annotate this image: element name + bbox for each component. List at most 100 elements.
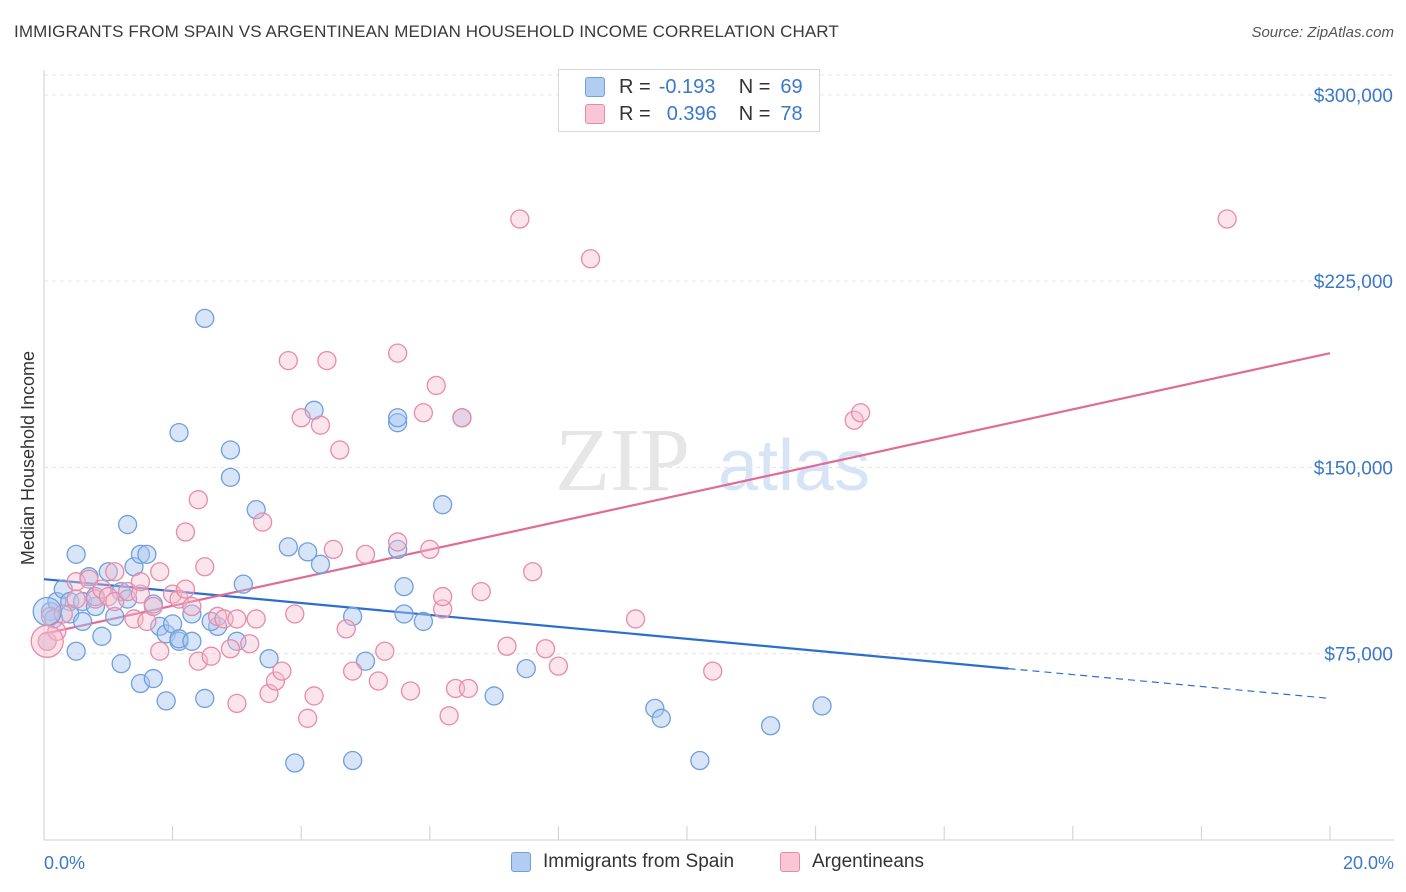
trend-lines [43,352,1331,700]
point-argentineans [182,596,202,617]
point-argentineans [98,586,118,607]
point-argentineans [310,415,331,435]
point-spain [195,308,215,329]
point-argentineans [844,410,864,430]
point-argentineans [195,557,215,577]
point-argentineans [252,512,273,532]
point-argentineans-cluster [30,624,64,658]
legend-swatch-blue [511,852,531,872]
point-spain [195,688,215,709]
point-argentineans [420,539,440,560]
watermark: ZIP atlas [555,411,870,510]
legend-label: Immigrants from Spain [543,851,735,872]
point-argentineans [1217,209,1237,229]
point-argentineans [105,562,125,582]
point-spain [285,753,305,773]
point-argentineans [426,375,446,396]
point-argentineans [375,641,395,661]
point-spain-cluster [32,596,62,627]
point-spain [690,750,710,771]
y-axis-label: Median Household Income [18,351,38,565]
point-argentineans [336,619,356,639]
r-value: 0.396 [666,102,717,125]
point-spain [413,611,434,632]
point-argentineans [342,661,363,681]
n-value: 78 [780,102,803,125]
x-tick-label-min: 0.0% [44,853,85,873]
point-argentineans [278,350,298,371]
point-argentineans [330,440,350,460]
point-spain [387,408,408,428]
point-argentineans [387,532,408,552]
point-spain [66,544,86,565]
point-argentineans [220,639,241,659]
trend-line-argentineans [43,352,1331,635]
point-argentineans [227,609,247,629]
legend-label: Argentineans [812,851,924,872]
r-value: -0.193 [658,75,716,98]
point-argentineans [150,641,170,661]
y-tick-label: $75,000 [1324,645,1393,666]
point-argentineans [387,343,408,363]
point-spain [156,691,176,711]
point-spain [484,686,504,706]
point-argentineans [452,408,472,428]
point-spain [98,562,118,582]
point-spain [182,604,202,624]
y-tick-labels: $75,000 $150,000 $225,000 $300,000 [1314,86,1393,666]
point-argentineans [317,350,337,371]
point-argentineans [297,708,318,728]
point-argentineans [175,579,196,599]
point-argentineans [580,249,601,269]
point-spain [651,708,671,728]
x-tick-label-max: 20.0% [1343,853,1394,873]
legend-row-spain: R = -0.193 N = 69 [585,75,803,99]
point-spain [760,716,781,736]
legend-swatch-blue [585,77,605,97]
point-argentineans [304,686,324,706]
point-spain [233,574,253,594]
axes [43,70,1394,841]
point-argentineans [66,589,86,609]
point-spain [43,609,64,629]
point-argentineans [227,693,247,714]
point-spain [433,495,453,515]
point-argentineans [497,636,517,656]
point-spain [516,658,536,679]
point-spain [812,696,832,716]
point-spain [169,422,189,443]
legend-item-spain: Immigrants from Spain [511,851,734,873]
point-argentineans [548,656,569,676]
point-spain [220,467,241,488]
point-spain [259,649,279,669]
legend-swatch-pink [780,852,800,872]
point-spain [246,499,266,520]
chart-title: IMMIGRANTS FROM SPAIN VS ARGENTINEAN MED… [14,22,839,41]
point-argentineans [413,403,434,423]
point-spain [66,641,86,661]
point-spain [342,606,363,627]
point-spain [137,544,157,565]
n-value: 69 [780,75,803,98]
point-spain [278,537,298,557]
r-label: R = [619,75,651,98]
point-spain [394,604,414,624]
point-spain [130,544,151,565]
point-spain [207,616,228,637]
point-spain [297,542,318,562]
point-spain [310,554,331,574]
point-argentineans [625,609,646,629]
point-argentineans [355,544,376,565]
trend-line-spain-projection [1008,668,1331,700]
point-spain [182,631,202,651]
source-label: Source: ZipAtlas.com [1251,24,1394,41]
point-argentineans [150,562,170,582]
correlation-legend: R = -0.193 N = 69 R = 0.396 N = 78 [558,69,820,132]
point-argentineans [175,522,196,542]
point-spain [394,576,414,597]
r-label: R = [619,102,651,125]
point-argentineans [285,604,305,624]
point-argentineans [246,609,266,629]
point-argentineans [433,586,453,607]
